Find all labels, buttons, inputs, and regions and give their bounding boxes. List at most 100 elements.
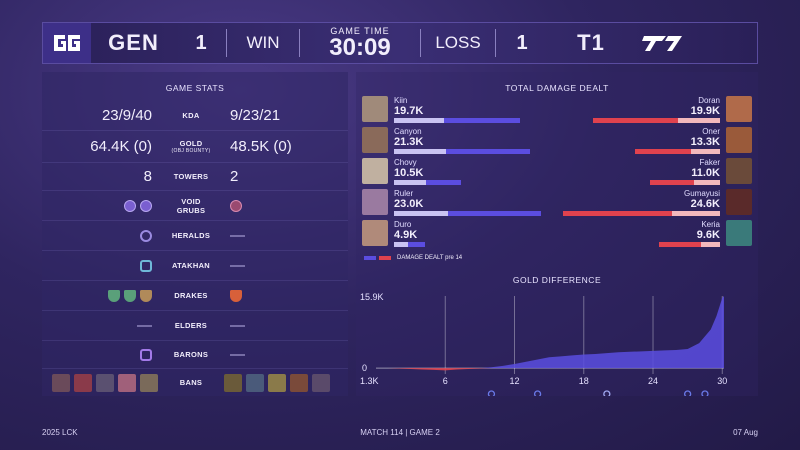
void-grub-icon <box>124 199 136 212</box>
bans-right <box>216 373 348 392</box>
team-right-wins: 1 <box>516 31 528 54</box>
kda-right: 9/23/21 <box>230 106 281 124</box>
team-left-wins: 1 <box>195 31 207 54</box>
footer-match: MATCH 114 | GAME 2 <box>360 428 440 437</box>
kda-left: 23/9/40 <box>101 106 152 124</box>
drake-icon <box>124 289 136 302</box>
gold-diff-area-positive <box>376 296 724 369</box>
damage-title: TOTAL DAMAGE DEALT <box>505 83 609 93</box>
champion-portrait <box>726 127 752 153</box>
player-damage: 19.7K <box>394 105 424 117</box>
gold-difference-chart: 15.9K 0 1.3K 6 12 18 24 30 <box>360 292 727 396</box>
objective-marker-icon <box>487 390 496 396</box>
elders-label: ELDERS <box>174 321 208 330</box>
atakhan-row: ATAKHAN — <box>42 250 348 280</box>
drakes-left <box>42 289 166 302</box>
champion-portrait <box>362 220 388 246</box>
t1-logo <box>634 33 694 53</box>
player-name: Chovy <box>394 158 417 167</box>
barons-label: BARONS <box>173 350 209 359</box>
y-max-label: 15.9K <box>360 292 384 302</box>
champion-portrait <box>362 96 388 122</box>
damage-bar-pre14 <box>672 211 720 216</box>
ban-champion-icon <box>74 373 92 392</box>
y-zero-label: 0 <box>362 363 367 373</box>
player-damage: 19.9K <box>690 105 720 117</box>
kda-row: 23/9/40 KDA 9/23/21 <box>42 100 348 130</box>
damage-bar-pre14 <box>694 180 720 185</box>
gen-logo <box>43 23 91 63</box>
drakes-label: DRAKES <box>174 291 208 300</box>
damage-bar-pre14 <box>394 242 409 247</box>
damage-bar <box>658 242 720 247</box>
elders-row: — ELDERS — <box>42 310 348 340</box>
ban-champion-icon <box>118 373 136 392</box>
game-stats-panel: GAME STATS 23/9/40 KDA 9/23/21 64.4K (0)… <box>42 72 348 396</box>
void-grubs-left <box>42 199 166 212</box>
player-damage: 13.3K <box>690 136 720 148</box>
atakhan-right: — <box>230 257 245 274</box>
atakhan-icon <box>140 259 152 272</box>
objective-marker-icon <box>603 390 611 396</box>
gold-diff-title: GOLD DIFFERENCE <box>512 275 602 285</box>
ban-champion-icon <box>312 373 330 392</box>
drake-icon <box>108 289 120 302</box>
champion-portrait <box>362 158 388 184</box>
player-name: Keria <box>701 220 720 229</box>
legend-label: DAMAGE DEALT pre 14 <box>397 255 463 261</box>
damage-bar-pre14 <box>394 149 447 154</box>
objective-marker-icon <box>701 390 709 396</box>
team-left-name: GEN <box>108 30 159 55</box>
ban-champion-icon <box>52 373 70 392</box>
player-name: Faker <box>699 158 720 167</box>
gold-right: 48.5K (0) <box>230 138 292 155</box>
damage-bar <box>649 180 720 185</box>
game-stats-title: GAME STATS <box>165 83 225 93</box>
drakes-right <box>216 289 348 302</box>
gold-row: 64.4K (0) GOLD (OBJ BOUNTY) 48.5K (0) <box>42 130 348 162</box>
kda-label: KDA <box>182 110 200 120</box>
damage-bar <box>562 211 720 216</box>
drakes-row: DRAKES <box>42 280 348 310</box>
y-min-label: 1.3K <box>360 376 379 386</box>
damage-bar-pre14 <box>394 180 426 185</box>
x-tick-label: 24 <box>648 376 658 386</box>
scoreboard-bar: GEN 1 WIN GAME TIME 30:09 LOSS 1 T1 <box>42 22 758 64</box>
heralds-left <box>42 229 166 242</box>
damage-bar <box>394 242 426 247</box>
player-name: Gumayusi <box>683 189 720 198</box>
bans-row: BANS <box>42 368 348 396</box>
player-name: Duro <box>394 220 412 229</box>
player-damage: 23.0K <box>394 198 424 210</box>
legend-swatch-right <box>379 256 391 260</box>
void-grub-icon <box>230 199 242 212</box>
baron-icon <box>140 348 152 361</box>
champion-portrait <box>726 220 752 246</box>
void-grub-icon <box>140 199 152 212</box>
towers-right: 2 <box>230 168 239 185</box>
heralds-row: HERALDS — <box>42 220 348 250</box>
team-right-name: T1 <box>577 30 605 55</box>
heralds-label: HERALDS <box>171 231 211 240</box>
player-damage: 9.6K <box>696 229 720 241</box>
team-right-result: LOSS <box>435 33 481 52</box>
ban-champion-icon <box>96 373 114 392</box>
elders-right: — <box>230 317 245 334</box>
player-damage: 24.6K <box>690 198 720 210</box>
barons-left <box>42 348 166 361</box>
bans-left <box>42 373 166 392</box>
gold-sublabel: (OBJ BOUNTY) <box>171 148 211 154</box>
ban-champion-icon <box>140 373 158 392</box>
barons-right: — <box>230 346 245 363</box>
towers-row: 8 TOWERS 2 <box>42 162 348 190</box>
damage-bar <box>394 211 542 216</box>
player-name: Oner <box>702 127 720 136</box>
damage-bar-pre14 <box>394 118 444 123</box>
heralds-right: — <box>230 227 245 244</box>
legend-swatch-left <box>364 256 376 260</box>
divider <box>226 29 227 57</box>
player-name: Ruler <box>394 189 414 198</box>
player-damage: 21.3K <box>394 136 424 148</box>
atakhan-label: ATAKHAN <box>171 261 211 270</box>
player-damage: 10.5K <box>394 167 424 179</box>
